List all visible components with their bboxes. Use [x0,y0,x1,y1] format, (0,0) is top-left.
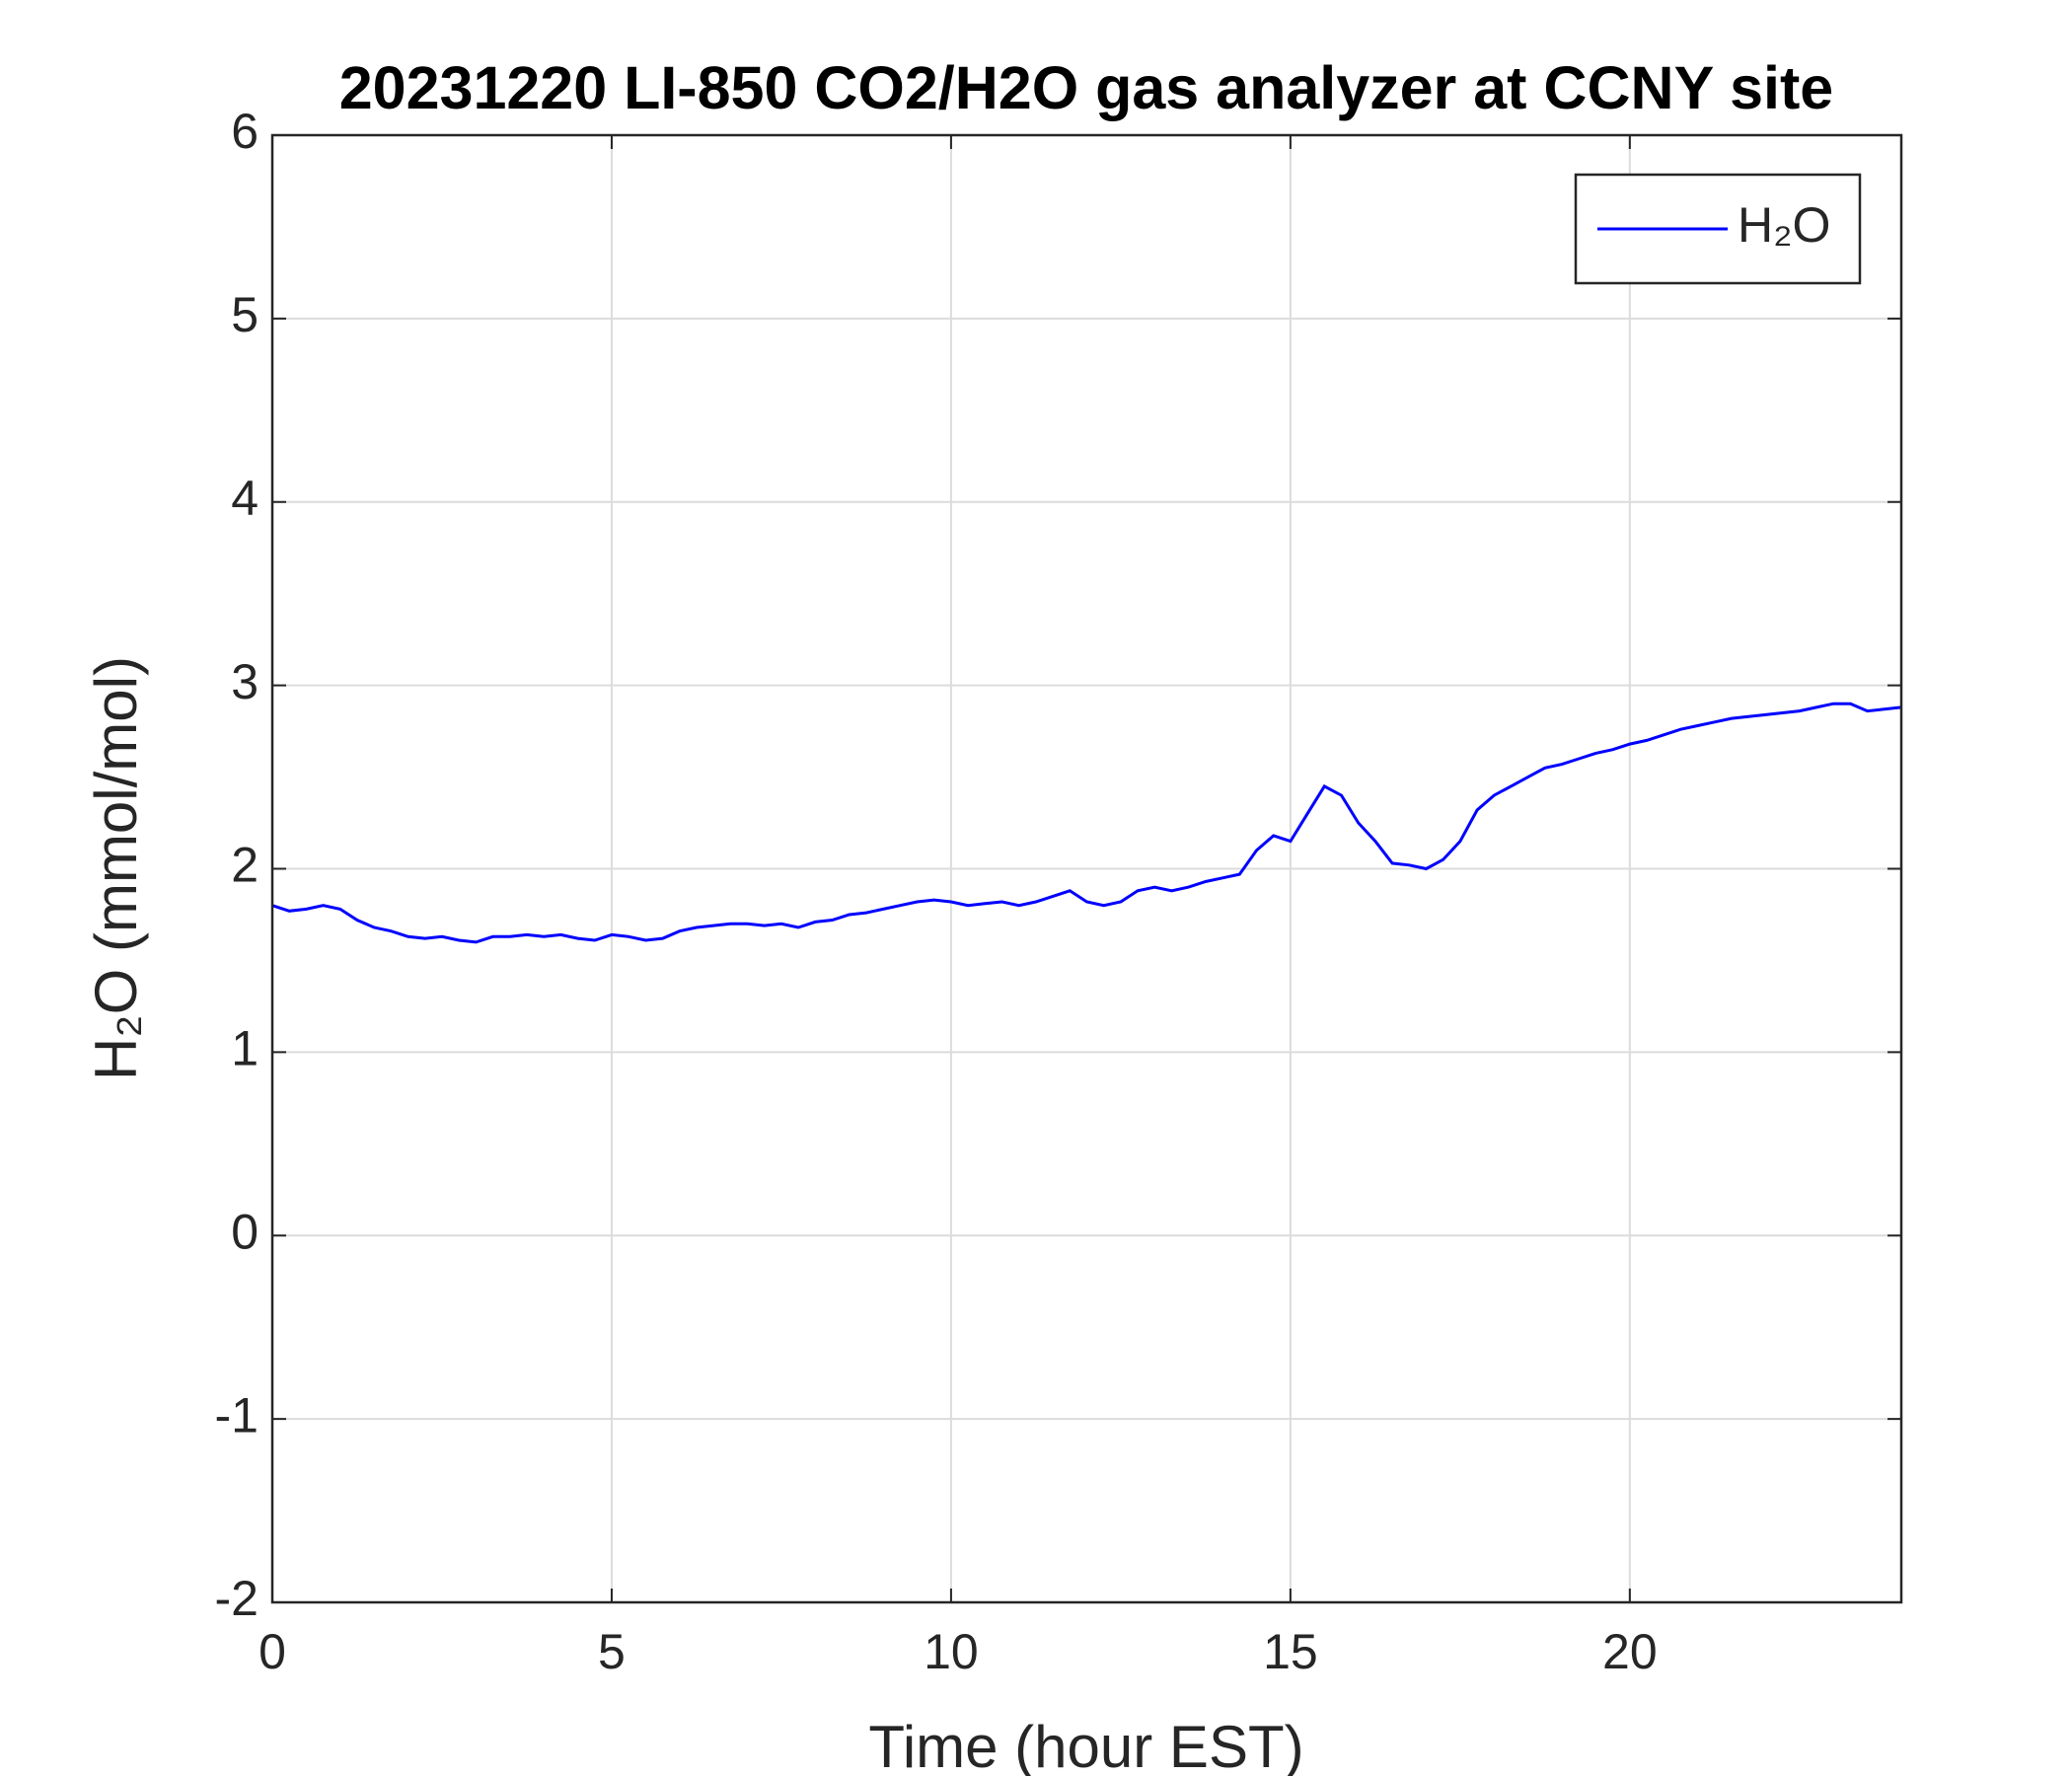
x-tick-label: 0 [259,1624,286,1679]
data-line [271,702,1902,944]
x-tick-label: 10 [924,1624,979,1679]
y-tick-label: 2 [231,838,259,893]
axes-box [270,133,1903,1604]
y-tick-label: 1 [231,1021,259,1076]
y-tick-label: -2 [215,1571,259,1626]
y-tick-label: 0 [231,1204,259,1259]
x-tick-label: 5 [598,1624,626,1679]
y-tick-label: 5 [231,287,259,342]
y-tick-label: -1 [215,1387,259,1443]
y-tick-label: 4 [231,471,259,526]
x-tick-label: 15 [1263,1624,1318,1679]
legend-label: H₂O [1738,197,1830,253]
chart-title: 20231220 LI-850 CO2/H2O gas analyzer at … [339,54,1834,121]
y-axis-label: H₂O (mmol/mol) [83,656,149,1080]
x-axis-label: Time (hour EST) [868,1714,1303,1776]
x-tick-label: 20 [1602,1624,1658,1679]
y-tick-label: 3 [231,654,259,709]
y-tick-label: 6 [231,104,259,159]
